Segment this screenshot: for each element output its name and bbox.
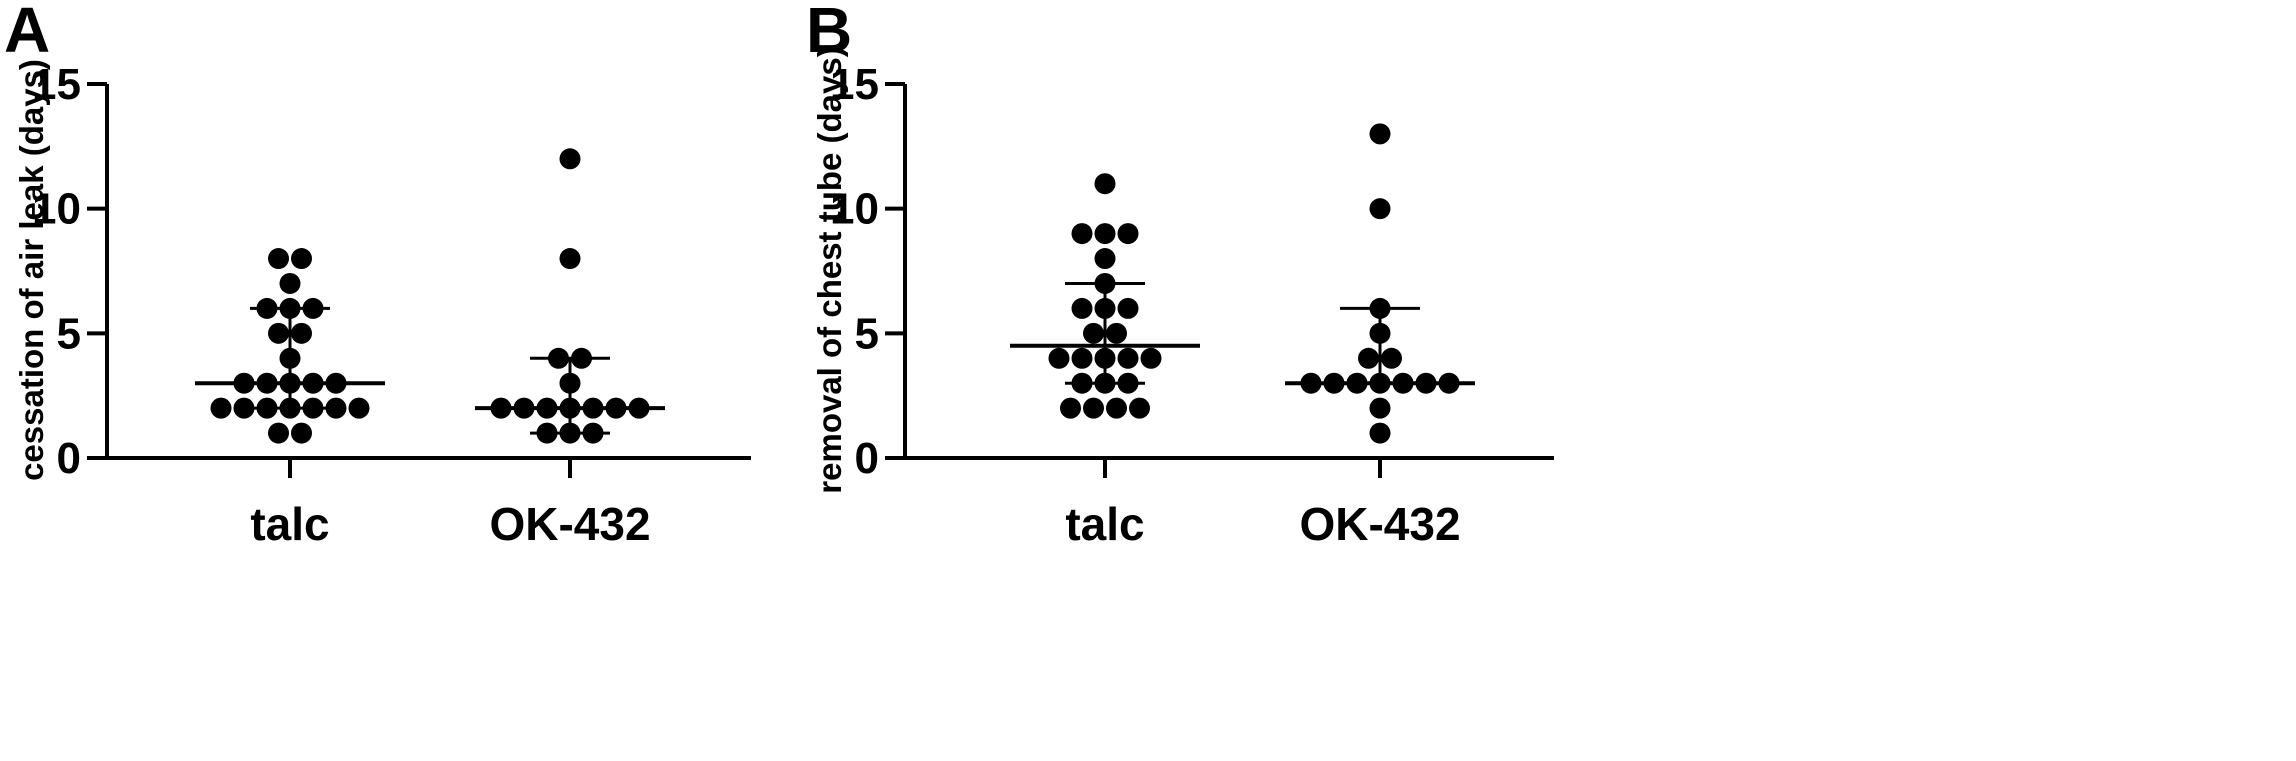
y-axis-title: cessation of air leak (days)	[13, 59, 50, 481]
y-tick-label: 5	[57, 309, 81, 358]
x-categories: talc OK-432	[1065, 458, 1461, 550]
series-talc	[1010, 173, 1200, 419]
y-ticks: 0 5 10 15	[32, 60, 107, 483]
data-point	[268, 322, 289, 344]
data-point	[1048, 347, 1070, 369]
data-point	[1106, 322, 1127, 344]
panel-a: A cessation of air leak (days) 0 5 10 15 ta…	[4, 0, 751, 550]
data-point	[559, 372, 581, 394]
x-tick-label: talc	[1065, 498, 1144, 550]
data-point	[1094, 297, 1116, 319]
data-point	[559, 148, 581, 170]
data-point	[1106, 397, 1127, 419]
data-point	[291, 422, 312, 444]
data-point	[548, 347, 569, 369]
panel-b: B removal of chest tube (days) 0 5 10 15 ta…	[806, 0, 1554, 550]
x-tick-label: talc	[250, 498, 329, 550]
data-point	[1140, 347, 1162, 369]
data-point	[559, 422, 581, 444]
data-point	[1117, 297, 1139, 319]
data-marks	[195, 148, 665, 444]
data-point	[268, 248, 289, 270]
data-point	[1369, 123, 1391, 145]
y-tick-label: 15	[32, 60, 81, 109]
y-tick-label: 0	[855, 434, 879, 483]
axes	[105, 84, 751, 460]
data-marks	[1010, 123, 1475, 444]
data-point	[279, 272, 301, 294]
data-point	[1117, 347, 1139, 369]
panel-label: A	[4, 0, 50, 66]
data-point	[256, 297, 278, 319]
data-point	[559, 248, 581, 270]
data-point	[582, 422, 604, 444]
data-point	[210, 397, 232, 419]
data-point	[1071, 297, 1093, 319]
y-tick-label: 5	[855, 309, 879, 358]
data-point	[1129, 397, 1150, 419]
data-point	[348, 397, 370, 419]
data-point	[279, 347, 301, 369]
data-point	[302, 397, 324, 419]
series-OK-432	[475, 148, 665, 444]
data-point	[1094, 223, 1116, 245]
data-point	[1369, 422, 1391, 444]
data-point	[291, 248, 312, 270]
data-point	[1094, 347, 1116, 369]
data-point	[1381, 347, 1402, 369]
data-point	[279, 397, 301, 419]
data-point	[291, 322, 312, 344]
y-tick-label: 15	[830, 60, 879, 109]
data-point	[1117, 372, 1139, 394]
data-point	[1094, 173, 1116, 195]
y-tick-label: 0	[57, 434, 81, 483]
axes	[903, 84, 1554, 460]
data-point	[571, 347, 592, 369]
data-point	[1060, 397, 1081, 419]
y-ticks: 0 5 10 15	[830, 60, 905, 483]
data-point	[1094, 272, 1116, 294]
data-point	[1369, 322, 1391, 344]
series-talc	[195, 248, 385, 444]
data-point	[1083, 397, 1104, 419]
x-tick-label: OK-432	[489, 498, 650, 550]
data-point	[1094, 372, 1116, 394]
data-point	[1369, 297, 1391, 319]
data-point	[536, 422, 558, 444]
data-point	[233, 397, 255, 419]
data-point	[256, 397, 278, 419]
y-tick-label: 10	[32, 185, 81, 234]
data-point	[1369, 198, 1391, 220]
data-point	[1071, 372, 1093, 394]
data-point	[325, 397, 347, 419]
data-point	[1117, 223, 1139, 245]
data-point	[1358, 347, 1379, 369]
data-point	[1369, 397, 1391, 419]
data-point	[1071, 223, 1093, 245]
x-categories: talc OK-432	[250, 458, 651, 550]
panel-label: B	[806, 0, 852, 66]
y-tick-label: 10	[830, 185, 879, 234]
data-point	[1094, 248, 1116, 270]
data-point	[1083, 322, 1104, 344]
data-point	[1071, 347, 1093, 369]
x-tick-label: OK-432	[1299, 498, 1460, 550]
data-point	[279, 297, 301, 319]
y-axis-title: removal of chest tube (days)	[811, 46, 848, 493]
series-OK-432	[1285, 123, 1475, 444]
data-point	[302, 297, 324, 319]
data-point	[268, 422, 289, 444]
